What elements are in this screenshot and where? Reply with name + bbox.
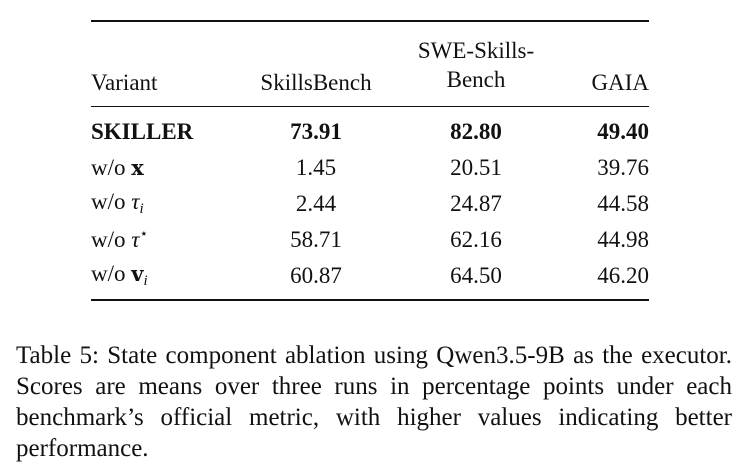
header-variant: Variant: [91, 70, 158, 95]
table-row-wo-tau-star: w/o τ⋆ 58.71 62.16 44.98: [91, 221, 649, 257]
row-variant: w/o τ⋆: [91, 221, 241, 257]
header-skillsbench: SkillsBench: [260, 70, 372, 95]
variant-prefix: w/o: [91, 154, 132, 180]
header-row: Variant SkillsBench SWE-Skills- Bench GA…: [91, 21, 649, 107]
row-variant: SKILLER: [91, 118, 194, 144]
cell-skillsbench: 58.71: [290, 226, 342, 252]
table-header: Variant SkillsBench SWE-Skills- Bench GA…: [91, 21, 649, 107]
header-gaia: GAIA: [591, 70, 650, 95]
variant-symbol: v: [131, 260, 144, 286]
variant-subscript: i: [143, 272, 148, 289]
cell-swe-skills-bench: 24.87: [450, 190, 502, 216]
variant-subscript: i: [139, 200, 144, 217]
cell-gaia: 46.20: [597, 262, 649, 288]
row-variant: w/o vi: [91, 257, 241, 300]
variant-prefix: w/o: [91, 188, 132, 214]
cell-skillsbench: 1.45: [295, 154, 337, 180]
variant-superscript: ⋆: [139, 226, 149, 242]
variant-symbol: τ: [131, 226, 140, 252]
header-swe-line2: Bench: [446, 67, 506, 92]
row-variant: w/o τi: [91, 185, 241, 221]
cell-gaia: 44.58: [597, 190, 649, 216]
table-caption: Table 5: State component ablation using …: [16, 342, 732, 462]
table-row-wo-x: w/o x 1.45 20.51 39.76: [91, 149, 649, 185]
cell-skillsbench: 60.87: [290, 262, 342, 288]
cell-swe-skills-bench: 64.50: [450, 262, 502, 288]
cell-swe-skills-bench: 20.51: [450, 154, 502, 180]
table-body: SKILLER 73.91 82.80 49.40 w/o x 1.45 20.…: [91, 106, 649, 300]
ablation-table-container: Variant SkillsBench SWE-Skills- Bench GA…: [91, 20, 649, 301]
header-swe-skills-bench: SWE-Skills- Bench: [391, 21, 561, 107]
row-variant: w/o x: [91, 149, 241, 185]
cell-gaia: 44.98: [597, 226, 649, 252]
header-swe-line1: SWE-Skills-: [417, 38, 535, 63]
cell-gaia: 49.40: [597, 118, 649, 144]
cell-skillsbench: 2.44: [295, 190, 337, 216]
table-row-wo-v-i: w/o vi 60.87 64.50 46.20: [91, 257, 649, 300]
cell-gaia: 39.76: [597, 154, 649, 180]
cell-swe-skills-bench: 82.80: [450, 118, 502, 144]
cell-swe-skills-bench: 62.16: [450, 226, 502, 252]
table-row-skiller: SKILLER 73.91 82.80 49.40: [91, 107, 649, 150]
cell-skillsbench: 73.91: [290, 118, 342, 144]
variant-symbol: τ: [131, 188, 140, 214]
ablation-table: Variant SkillsBench SWE-Skills- Bench GA…: [91, 20, 649, 301]
variant-prefix: w/o: [91, 226, 132, 252]
variant-prefix: w/o: [91, 260, 132, 286]
table-row-wo-tau-i: w/o τi 2.44 24.87 44.58: [91, 185, 649, 221]
variant-symbol: x: [131, 154, 144, 180]
